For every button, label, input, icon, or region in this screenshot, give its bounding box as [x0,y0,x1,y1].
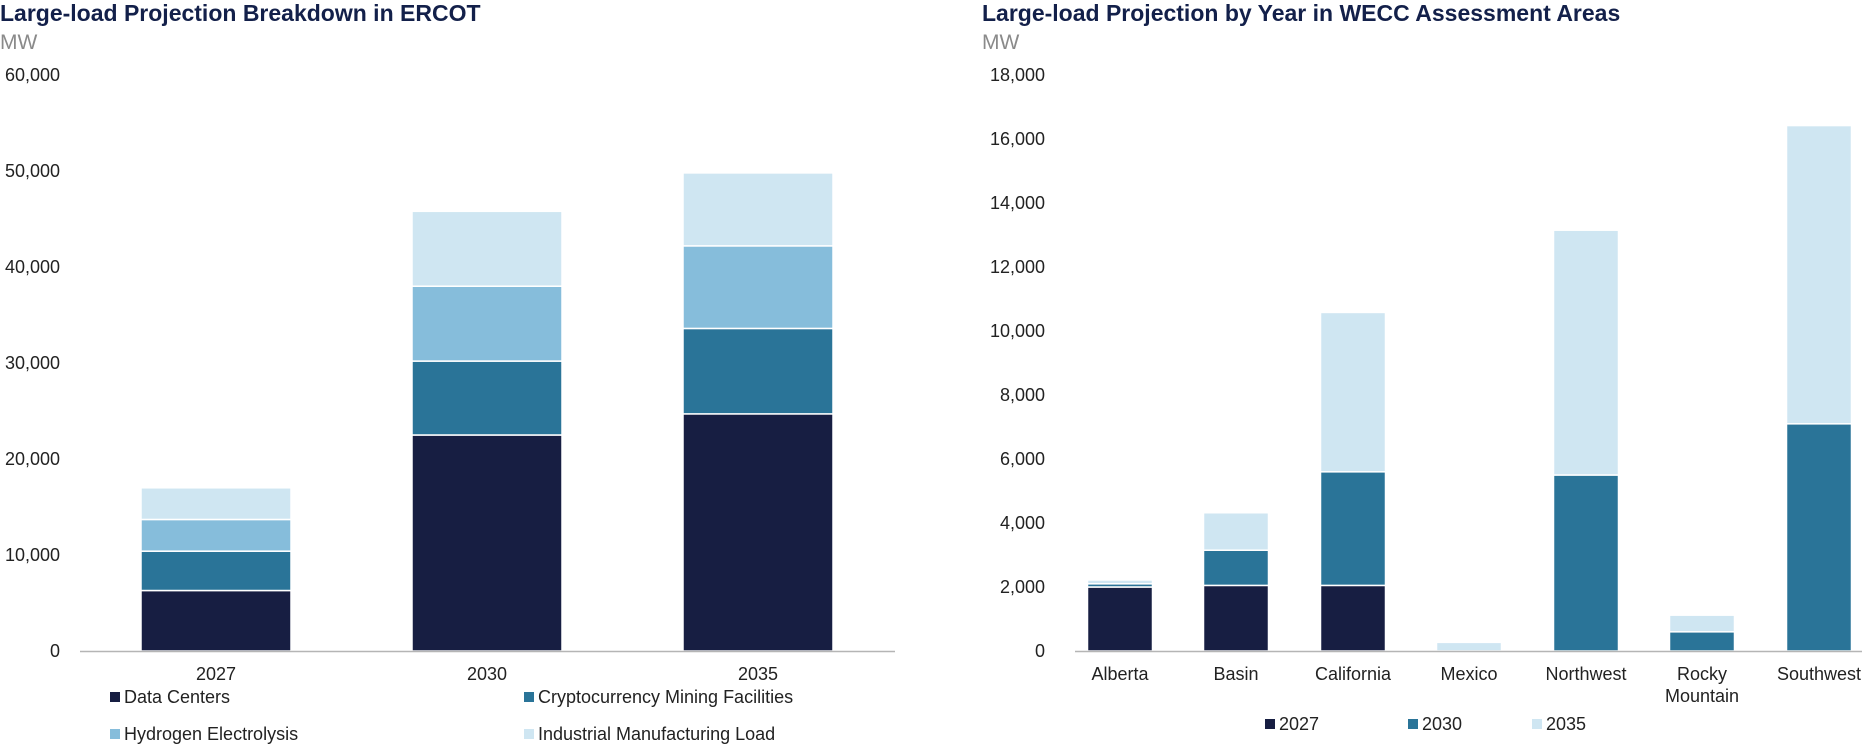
chart2-legend-label: 2027 [1279,714,1319,734]
chart2-category-label: Northwest [1545,664,1626,684]
chart2-bar-segment [1435,641,1503,652]
chart1-ytick-label: 10,000 [5,545,60,565]
chart2-bar-segment [1785,124,1853,425]
chart2-ytick-label: 16,000 [990,129,1045,149]
chart2-category-label: Basin [1213,664,1258,684]
chart1-bar-segment [140,589,292,652]
chart2-ytick-label: 0 [1035,641,1045,661]
chart1-bar-segment [682,172,834,247]
chart1-category-label: 2030 [467,664,507,684]
chart2-legend-swatch [1265,719,1275,729]
chart2-bar-segment [1552,474,1620,652]
chart2-title: Large-load Projection by Year in WECC As… [982,0,1620,26]
chart2-bar-segment [1668,631,1736,652]
chart2-bar-segment [1202,584,1270,652]
chart1-plot-area: 0 10,000 20,000 30,000 40,000 50,000 60,000 202… [5,65,895,744]
chart2-bar-segment [1319,471,1387,587]
chart2-bar-segment [1319,584,1387,652]
chart1-bar-segment [682,245,834,330]
chart1-category-label: 2027 [196,664,236,684]
chart1-ytick-label: 0 [50,641,60,661]
chart2-ytick-label: 2,000 [1000,577,1045,597]
chart2-bar-segment [1202,549,1270,587]
chart1-ytick-label: 50,000 [5,161,60,181]
chart2-ytick-label: 10,000 [990,321,1045,341]
chart1-bar-segment [411,210,563,287]
chart2-category-label: Alberta [1091,664,1149,684]
chart1-bar-segment [411,285,563,362]
chart2-legend-swatch [1532,719,1542,729]
chart1-legend-swatch [110,729,120,739]
chart1-legend-swatch [524,692,534,702]
chart1-legend-swatch [524,729,534,739]
chart2-category-label: Mountain [1665,686,1739,706]
chart1-legend-swatch [110,692,120,702]
chart2-bar-segment [1319,311,1387,473]
chart2-category-label: California [1315,664,1392,684]
chart1-ytick-label: 20,000 [5,449,60,469]
chart2-bar-segment [1086,579,1154,585]
chart2-category-label: Southwest [1777,664,1861,684]
chart2-bar-segment [1202,512,1270,551]
chart2-bar-segment [1086,586,1154,652]
chart2-ytick-label: 6,000 [1000,449,1045,469]
chart2-bar-segment [1785,423,1853,652]
chart2-plot-area: 0 2,000 4,000 6,000 8,000 10,000 12,000 14,000 1… [990,65,1862,734]
chart2-legend-label: 2030 [1422,714,1462,734]
chart1-legend-label: Data Centers [124,687,230,707]
chart2-legend-swatch [1408,719,1418,729]
chart1-bar-segment [411,360,563,436]
chart1-bar-segment [411,434,563,652]
chart1-legend-label: Cryptocurrency Mining Facilities [538,687,793,707]
chart1-ytick-label: 60,000 [5,65,60,85]
chart1-title: Large-load Projection Breakdown in ERCOT [0,0,481,26]
chart2-category-label: Mexico [1440,664,1497,684]
chart2-category-label: Rocky [1677,664,1727,684]
chart1-legend-label: Industrial Manufacturing Load [538,724,775,744]
chart2-bar-segment [1552,229,1620,476]
chart1-bar-segment [140,487,292,521]
chart1-unit-label: MW [0,31,37,54]
chart2-ytick-label: 18,000 [990,65,1045,85]
chart2-legend-label: 2035 [1546,714,1586,734]
chart2-ytick-label: 12,000 [990,257,1045,277]
chart1-ytick-label: 30,000 [5,353,60,373]
chart2-bar-segment [1668,614,1736,633]
chart1-legend-label: Hydrogen Electrolysis [124,724,298,744]
chart2-unit-label: MW [982,31,1019,54]
chart1-bar-segment [140,518,292,552]
chart1-bar-segment [140,550,292,592]
chart1-ytick-label: 40,000 [5,257,60,277]
chart1-bar-segment [682,327,834,415]
chart1-category-label: 2035 [738,664,778,684]
chart2-ytick-label: 4,000 [1000,513,1045,533]
chart2-ytick-label: 8,000 [1000,385,1045,405]
chart2-ytick-label: 14,000 [990,193,1045,213]
chart1-bar-segment [682,413,834,652]
